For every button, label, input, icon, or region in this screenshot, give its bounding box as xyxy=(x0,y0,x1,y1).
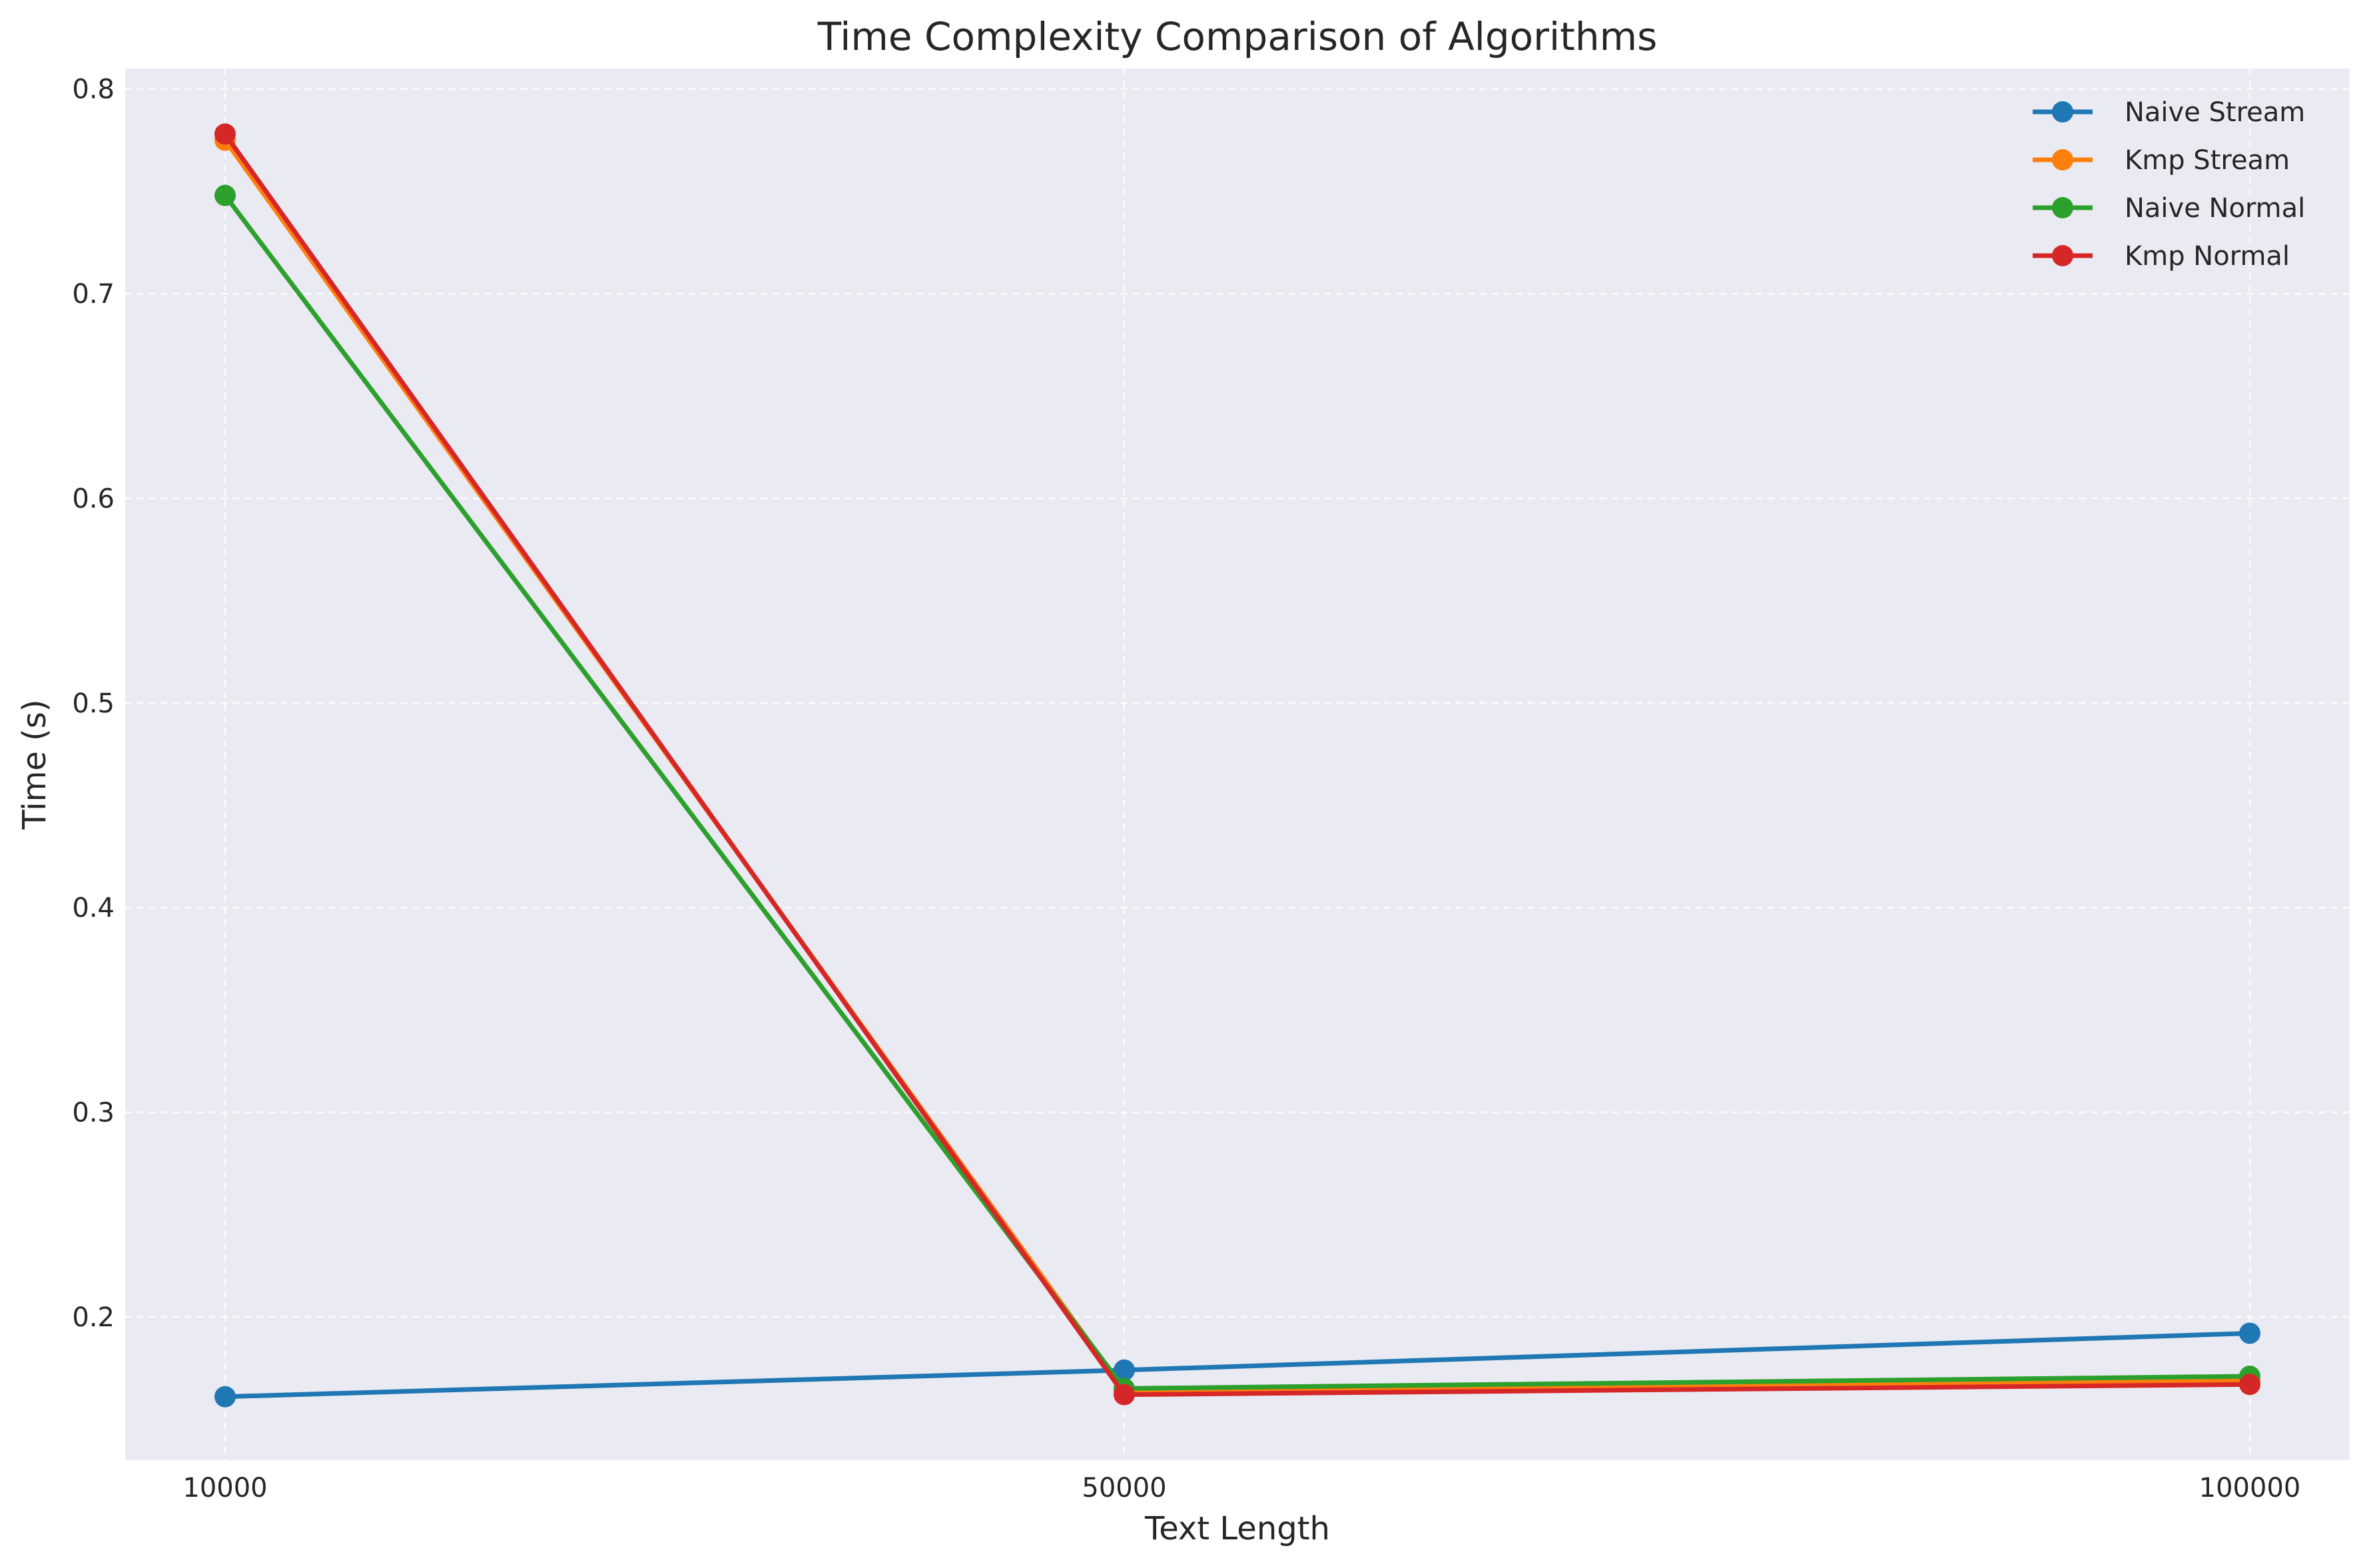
data-point xyxy=(1114,1384,1135,1406)
series-naive-stream xyxy=(214,1322,2260,1408)
legend-marker xyxy=(2052,149,2073,170)
legend-item: Naive Normal xyxy=(2033,193,2305,224)
x-axis-title: Text Length xyxy=(1144,1510,1330,1547)
legend-item: Kmp Stream xyxy=(2033,145,2290,176)
legend-label: Kmp Stream xyxy=(2125,145,2290,176)
tick-labels: 0.2 0.3 0.4 0.5 0.6 0.7 0.8 10000 50000 100000 xyxy=(72,75,2300,1503)
x-tick-label: 50000 xyxy=(1082,1473,1166,1503)
grid-lines xyxy=(125,69,2350,1460)
y-tick-label: 0.6 xyxy=(72,483,115,514)
plot-area xyxy=(125,69,2350,1460)
y-tick-label: 0.5 xyxy=(72,688,115,719)
legend-marker xyxy=(2052,197,2073,218)
legend-marker xyxy=(2052,101,2073,123)
legend-label: Naive Stream xyxy=(2125,97,2305,128)
data-point xyxy=(1114,1359,1135,1381)
legend-label: Naive Normal xyxy=(2125,193,2305,224)
data-point xyxy=(2239,1374,2260,1396)
y-tick-label: 0.3 xyxy=(72,1098,115,1129)
legend-item: Kmp Normal xyxy=(2033,241,2290,272)
y-axis-title: Time (s) xyxy=(16,699,53,830)
data-point xyxy=(214,184,236,206)
data-point xyxy=(214,123,236,145)
x-tick-label: 10000 xyxy=(182,1473,267,1503)
legend-marker xyxy=(2052,245,2073,266)
legend: Naive Stream Kmp Stream Naive Normal Kmp No… xyxy=(2033,97,2305,272)
chart-title: Time Complexity Comparison of Algorithms xyxy=(817,14,1658,59)
data-point xyxy=(214,1386,236,1408)
legend-label: Kmp Normal xyxy=(2125,241,2290,272)
legend-item: Naive Stream xyxy=(2033,97,2305,128)
data-point xyxy=(2239,1322,2260,1344)
x-tick-label: 100000 xyxy=(2199,1473,2301,1503)
y-tick-label: 0.4 xyxy=(72,893,115,923)
y-tick-label: 0.7 xyxy=(72,279,115,310)
series-kmp-normal xyxy=(214,123,2260,1406)
series-group xyxy=(214,123,2260,1408)
y-tick-label: 0.2 xyxy=(72,1302,115,1333)
y-tick-label: 0.8 xyxy=(72,75,115,105)
